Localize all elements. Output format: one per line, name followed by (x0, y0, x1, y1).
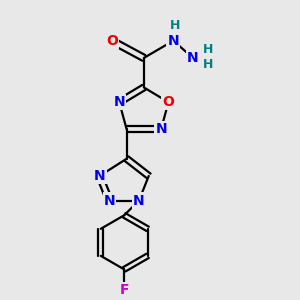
Text: O: O (163, 95, 174, 109)
Text: N: N (167, 34, 179, 48)
Text: N: N (94, 169, 105, 183)
Text: N: N (113, 95, 125, 109)
Text: H: H (203, 43, 214, 56)
Text: H: H (169, 19, 180, 32)
Text: N: N (133, 194, 145, 208)
Text: N: N (187, 51, 199, 65)
Text: H: H (203, 58, 214, 70)
Text: N: N (155, 122, 167, 136)
Text: O: O (106, 34, 118, 48)
Text: F: F (119, 283, 129, 297)
Text: N: N (103, 194, 115, 208)
